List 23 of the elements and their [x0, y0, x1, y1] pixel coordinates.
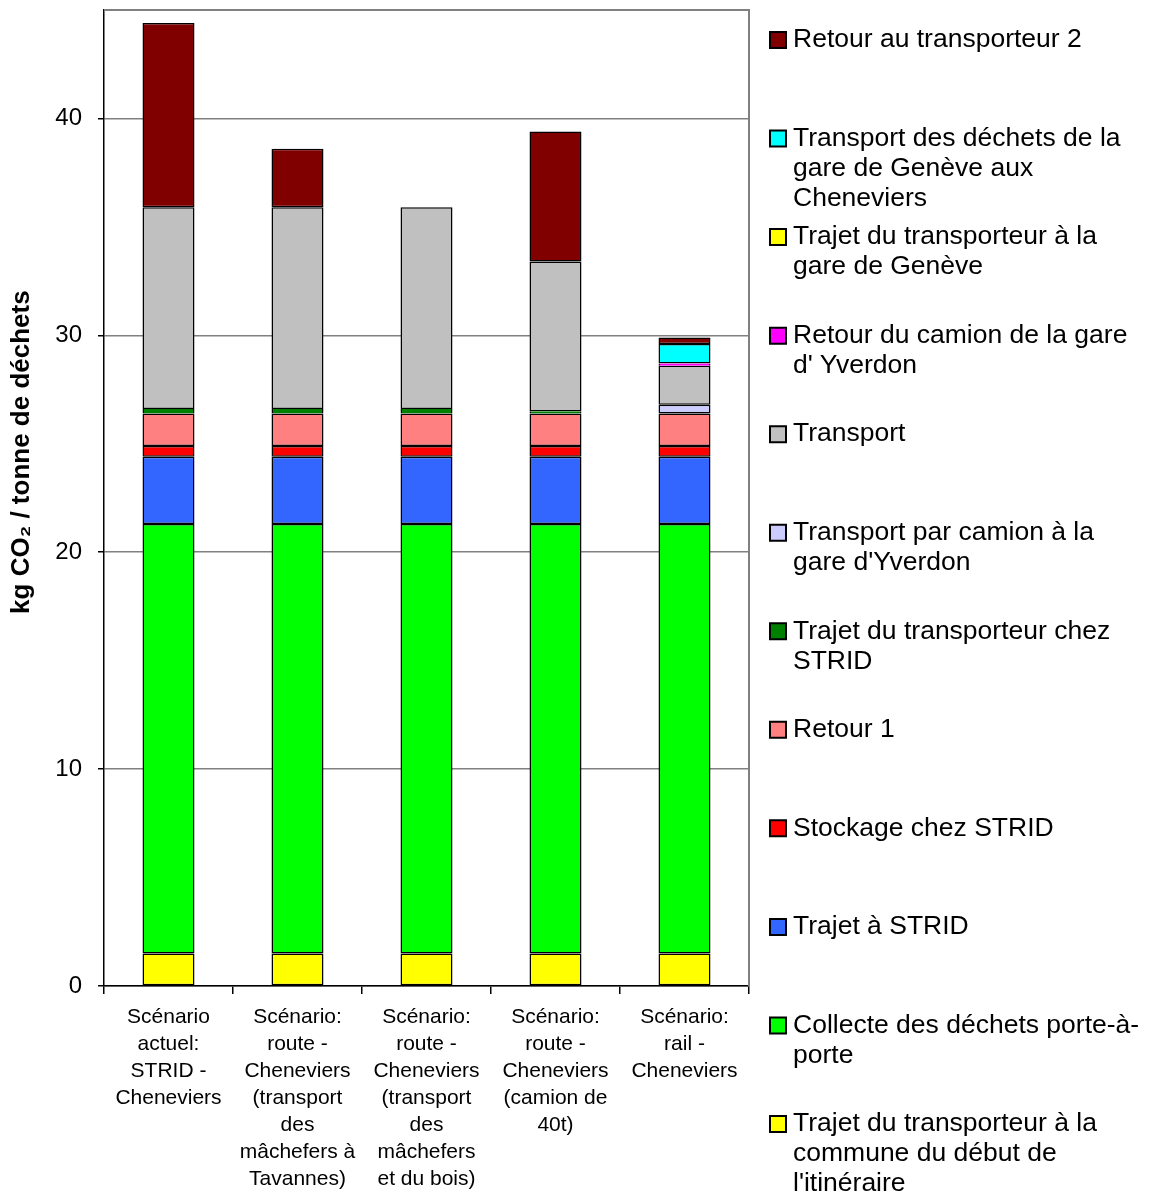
x-tick-label: Scénario: route - Cheneviers (transport des mâchefers à Tavannes) [239, 1004, 356, 1190]
x-tick-label: Scénario: rail - Cheneviers [631, 1004, 738, 1082]
legend-label: Retour au transporteur 2 [793, 23, 1082, 54]
x-tick-label: Scénario: route - Cheneviers (transport des mâchefers et du bois) [373, 1004, 480, 1190]
legend-label: Retour 1 [793, 713, 895, 744]
legend-label: Trajet à STRID [793, 910, 969, 941]
x-tick-label: Scénario actuel: STRID - Cheneviers [115, 1004, 222, 1109]
legend-label: Trajet du transporteur à la gare de Genève [793, 220, 1098, 281]
x-tick-label: Scénario: route - Cheneviers (camion de 40t) [502, 1004, 609, 1136]
legend-label: Transport [793, 417, 907, 448]
legend-label: Trajet du transporteur à la commune du début de l'itinéraire [793, 1107, 1098, 1198]
y-tick-label: 30 [55, 319, 82, 347]
legend-label: Trajet du transporteur chez STRID [793, 614, 1111, 675]
legend-label: Transport par camion à la gare d'Yverdon [793, 516, 1095, 577]
legend-label: Collecte des déchets porte-à-porte [793, 1008, 1140, 1069]
y-tick-label: 0 [68, 970, 82, 998]
y-axis-title: kg CO₂ / tonne de déchets [5, 290, 36, 614]
y-tick-label: 20 [55, 536, 82, 564]
legend-label: Retour du camion de la gare d' Yverdon [793, 318, 1128, 379]
legend-label: Stockage chez STRID [793, 811, 1054, 842]
legend-label: Transport des déchets de la gare de Genève aux Cheneviers [793, 121, 1121, 212]
y-tick-label: 40 [55, 103, 82, 131]
y-tick-label: 10 [55, 753, 82, 781]
